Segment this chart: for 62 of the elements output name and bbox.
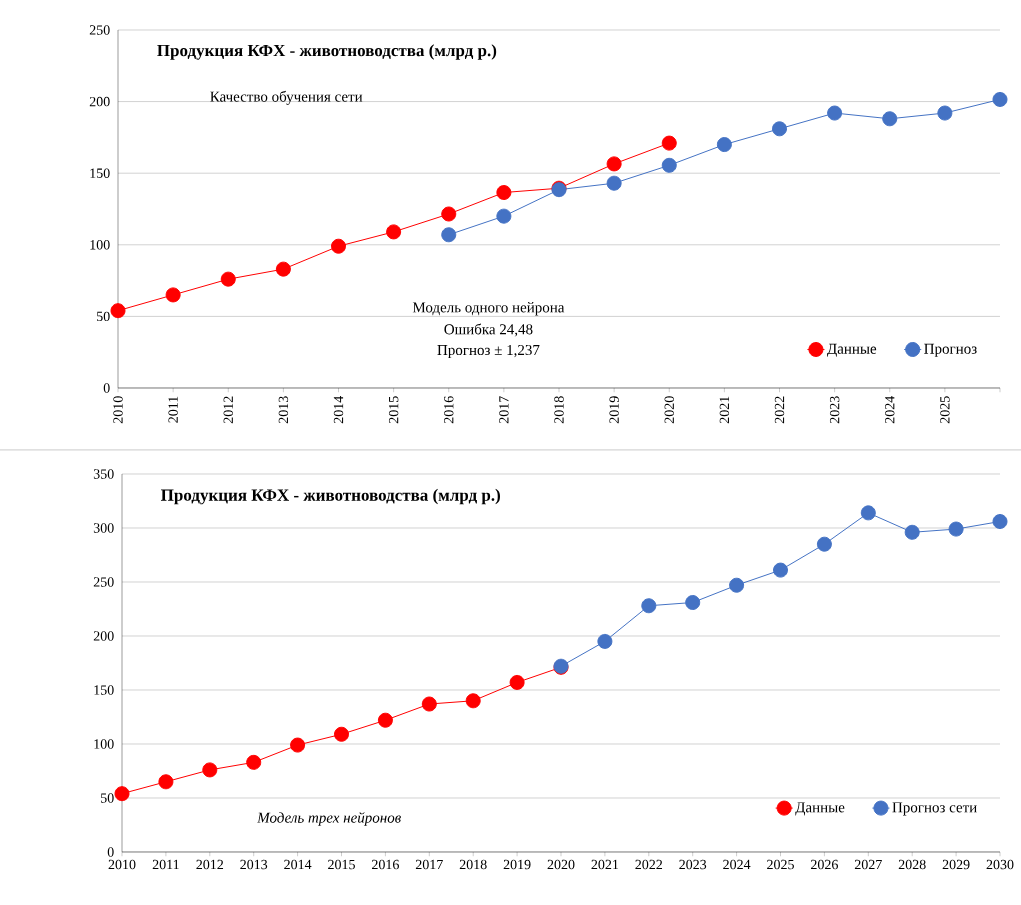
legend-label: Прогноз сети <box>892 802 977 816</box>
x-tick-label: 2023 <box>679 859 707 870</box>
x-tick-label: 2016 <box>444 396 454 424</box>
x-tick-label: 2020 <box>664 396 674 424</box>
x-tick-label: 2019 <box>609 396 619 424</box>
x-tick-label: 2024 <box>885 396 895 424</box>
x-tick-label: 2028 <box>898 859 926 870</box>
x-tick-label: 2021 <box>591 859 619 870</box>
x-tick-label: 2012 <box>196 859 224 870</box>
annotation: Качество обучения сети <box>210 90 363 105</box>
y-tick-label: 0 <box>103 383 110 393</box>
x-tick-label: 2010 <box>113 396 123 424</box>
x-tick-label: 2022 <box>635 859 663 870</box>
x-tick-label: 2030 <box>986 859 1014 870</box>
y-tick-label: 100 <box>90 240 110 250</box>
text: Продукция КФХ - животноводства (млрд р.) <box>160 488 500 505</box>
y-tick-label: 100 <box>94 739 114 749</box>
x-tick-label: 2011 <box>152 859 179 870</box>
x-tick-label: 2021 <box>719 396 730 424</box>
x-tick-label: 2013 <box>240 859 268 870</box>
x-tick-label: 2022 <box>774 396 785 424</box>
x-tick-label: 2014 <box>284 859 312 870</box>
legend-label: Данные <box>795 802 845 816</box>
legend-label: Данные <box>827 343 877 357</box>
x-tick-label: 2017 <box>499 396 509 424</box>
x-tick-label: 2014 <box>333 396 344 424</box>
x-tick-label: 2018 <box>554 396 564 424</box>
x-tick-label: 2017 <box>415 859 443 870</box>
x-tick-label: 2024 <box>723 859 751 870</box>
x-tick-label: 2026 <box>811 859 838 870</box>
y-tick-label: 200 <box>93 631 114 641</box>
annotation: Прогноз ± 1,237 <box>437 344 540 359</box>
x-tick-label: 2010 <box>108 859 136 870</box>
y-tick-label: 150 <box>90 168 110 178</box>
x-tick-label: 2013 <box>278 396 289 424</box>
x-tick-label: 2023 <box>829 396 840 424</box>
x-tick-label: 2025 <box>940 396 950 424</box>
x-tick-label: 2016 <box>372 859 399 870</box>
x-tick-label: 2015 <box>328 859 355 870</box>
text: Продукция КФХ - животноводства (млрд р.) <box>157 44 497 60</box>
x-tick-label: 2012 <box>223 396 233 424</box>
y-tick-label: 150 <box>94 685 114 695</box>
y-tick-label: 50 <box>101 793 114 803</box>
x-tick-label: 2015 <box>388 396 399 424</box>
y-tick-label: 250 <box>89 25 110 35</box>
y-tick-label: 350 <box>93 469 114 479</box>
annotation: Модель трех нейронов <box>257 811 401 826</box>
x-tick-label: 2011 <box>168 396 178 423</box>
y-tick-label: 0 <box>107 847 114 857</box>
y-tick-label: 300 <box>93 523 114 533</box>
legend-label: Прогноз <box>924 343 977 357</box>
x-tick-label: 2025 <box>767 859 794 870</box>
x-tick-label: 2018 <box>459 859 487 870</box>
x-tick-label: 2027 <box>854 859 882 870</box>
x-tick-label: 2029 <box>942 859 970 870</box>
y-tick-label: 200 <box>89 96 110 107</box>
x-tick-label: 2019 <box>503 859 531 870</box>
annotation: Модель одного нейрона <box>412 302 565 316</box>
y-tick-label: 50 <box>97 311 110 322</box>
annotation: Ошибка 24,48 <box>444 323 533 337</box>
y-tick-label: 250 <box>93 577 114 587</box>
x-tick-label: 2020 <box>547 859 575 870</box>
